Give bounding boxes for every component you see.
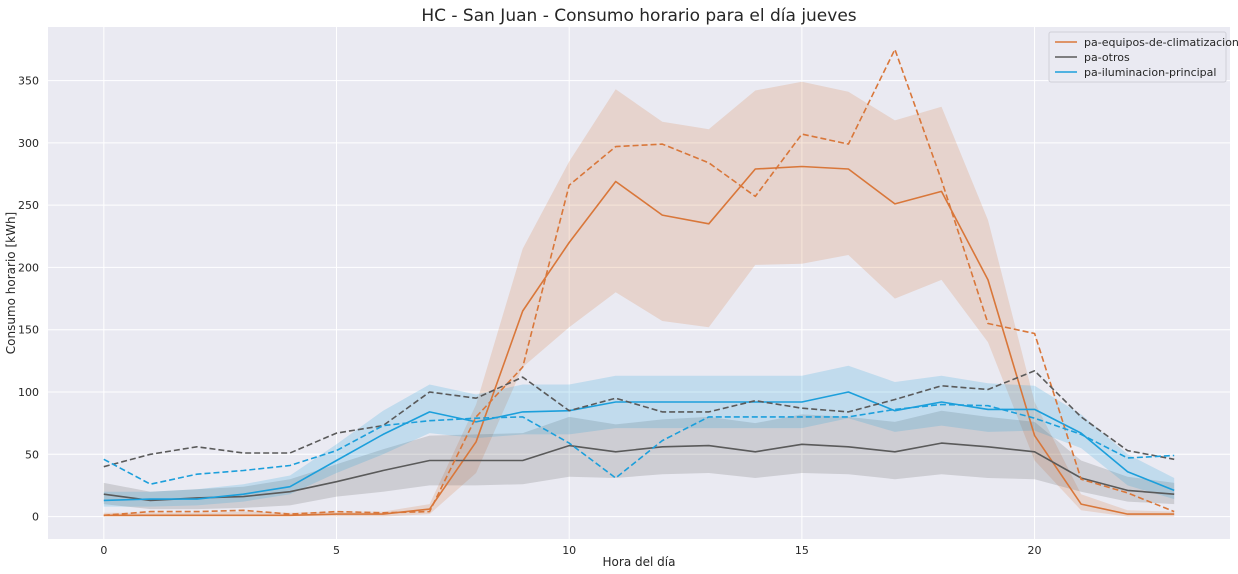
reference-line bbox=[103, 369, 1175, 468]
y-tick-label: 0 bbox=[32, 511, 39, 524]
y-tick-label: 300 bbox=[18, 137, 39, 150]
legend: pa-equipos-de-climatizacion pa-otros pa-il… bbox=[1048, 31, 1238, 83]
chart-title: HC - San Juan - Consumo horario para el … bbox=[421, 6, 856, 26]
legend-label: pa-iluminacion-principal bbox=[1084, 66, 1216, 79]
x-axis-label: Hora del día bbox=[603, 555, 676, 569]
y-tick-label: 350 bbox=[18, 75, 39, 88]
y-tick-label: 200 bbox=[18, 261, 39, 274]
plot-background bbox=[48, 27, 1230, 539]
x-tick-label: 10 bbox=[562, 544, 576, 557]
x-tick-label: 5 bbox=[333, 544, 340, 557]
series-line bbox=[103, 165, 1175, 517]
series-line bbox=[103, 391, 1175, 502]
confidence-band bbox=[103, 365, 1175, 507]
y-tick-label: 50 bbox=[25, 448, 39, 461]
y-tick-label: 100 bbox=[18, 386, 39, 399]
x-tick-label: 0 bbox=[100, 544, 107, 557]
y-tick-label: 250 bbox=[18, 199, 39, 212]
series-lines bbox=[103, 48, 1175, 517]
x-tick-label: 15 bbox=[795, 544, 809, 557]
legend-frame bbox=[1048, 31, 1227, 83]
y-tick-label: 150 bbox=[18, 324, 39, 337]
legend-label: pa-equipos-de-climatizacion bbox=[1084, 36, 1238, 49]
x-tick-label: 20 bbox=[1028, 544, 1042, 557]
y-axis-label: Consumo horario [kWh] bbox=[4, 212, 18, 354]
series-line bbox=[103, 442, 1175, 502]
legend-label: pa-otros bbox=[1084, 51, 1130, 64]
reference-line bbox=[103, 403, 1175, 486]
grid bbox=[48, 27, 1230, 539]
confidence-band bbox=[103, 81, 1175, 517]
